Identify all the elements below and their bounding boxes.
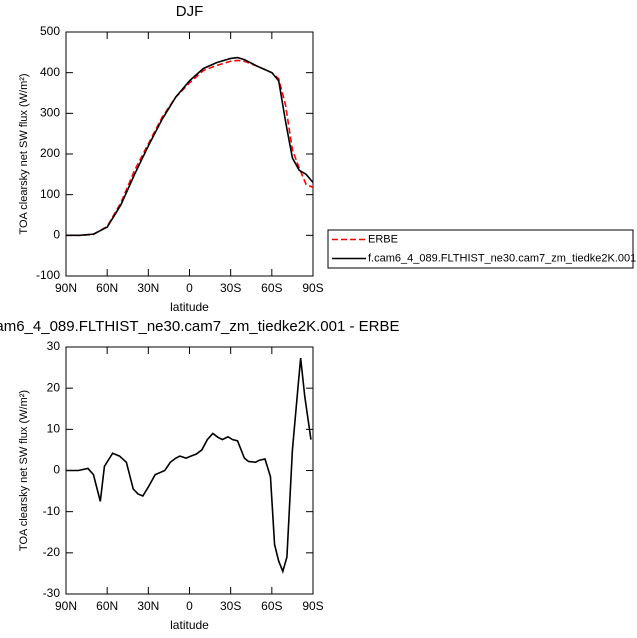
plot-frame [65,346,314,595]
legend-label: f.cam6_4_089.FLTHIST_ne30.cam7_zm_tiedke… [368,252,636,264]
y-tick-label: 0 [53,463,60,477]
x-tick-label: 30S [220,599,241,613]
x-tick-label: 90S [302,599,323,613]
x-tick-label: 30N [137,599,159,613]
y-tick-label: 30 [47,339,61,353]
x-tick-label: 90S [302,281,323,295]
series-line [66,59,314,237]
y-tick-label: 200 [40,146,60,160]
y-tick-label: 300 [40,106,60,120]
chart-title: DJF [176,3,204,20]
x-tick-label: 90N [55,599,77,613]
x-tick-label: 30N [137,281,159,295]
x-tick-label: 60N [96,281,118,295]
x-tick-label: 90N [55,281,77,295]
legend-label: ERBE [368,233,398,245]
x-tick-label: 0 [186,281,193,295]
y-tick-label: 400 [40,65,60,79]
y-axis-label: TOA clearsky net SW flux (W/m²) [18,73,30,234]
y-tick-label: 0 [53,228,60,242]
x-axis-label: latitude [170,618,209,632]
chart-title: f.cam6_4_089.FLTHIST_ne30.cam7_zm_tiedke… [0,318,399,335]
y-tick-label: -30 [43,586,61,600]
x-tick-label: 0 [186,599,193,613]
y-axis-label: TOA clearsky net SW flux (W/m²) [18,390,30,551]
series-line [66,56,314,237]
x-axis-label: latitude [170,300,209,314]
y-tick-label: 100 [40,187,60,201]
y-tick-label: -100 [36,268,60,282]
x-tick-label: 30S [220,281,241,295]
x-tick-label: 60S [261,599,282,613]
y-tick-label: -10 [43,504,61,518]
x-tick-label: 60N [96,599,118,613]
plot-frame [65,31,314,277]
legend-frame [327,229,634,269]
y-tick-label: 500 [40,24,60,38]
y-tick-label: -20 [43,545,61,559]
series-line [66,358,312,574]
y-tick-label: 20 [47,380,61,394]
x-tick-label: 60S [261,281,282,295]
y-tick-label: 10 [47,422,61,436]
